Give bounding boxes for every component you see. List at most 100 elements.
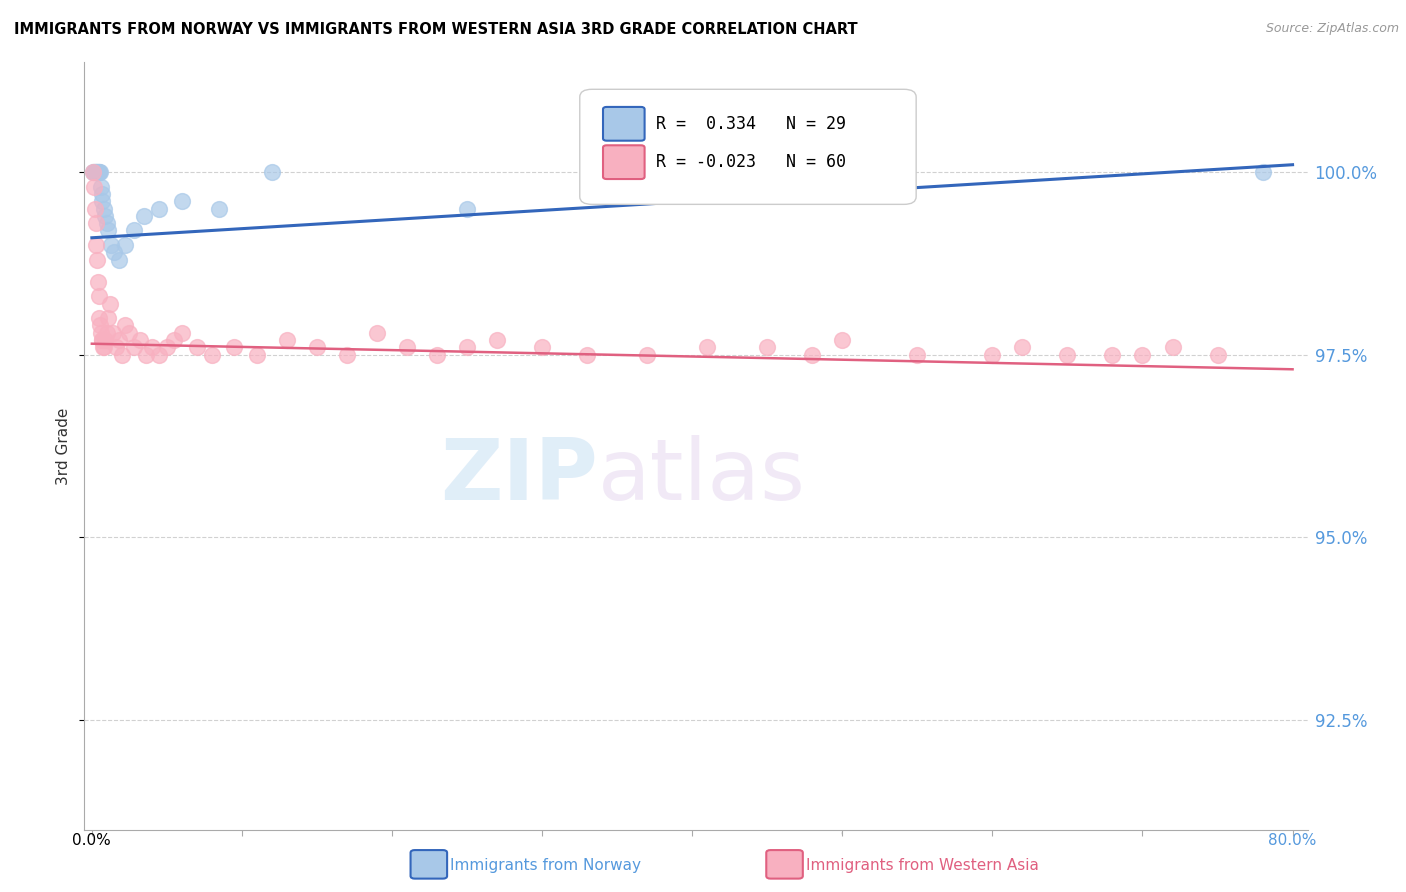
Point: [91, 340, 114, 354]
Point: [981, 348, 1004, 362]
Point: [98, 296, 121, 310]
FancyBboxPatch shape: [579, 89, 917, 204]
Text: IMMIGRANTS FROM NORWAY VS IMMIGRANTS FROM WESTERN ASIA 3RD GRADE CORRELATION CHA: IMMIGRANTS FROM NORWAY VS IMMIGRANTS FRO…: [14, 22, 858, 37]
Point: [366, 326, 388, 340]
Point: [531, 340, 554, 354]
Point: [89, 165, 111, 179]
Point: [170, 326, 193, 340]
Point: [82, 165, 104, 179]
Point: [801, 348, 824, 362]
Point: [486, 333, 509, 347]
Point: [305, 340, 328, 354]
Text: 0.0%: 0.0%: [73, 833, 111, 848]
Point: [87, 165, 110, 179]
Point: [108, 252, 131, 267]
Point: [93, 202, 115, 216]
Point: [94, 333, 117, 347]
Point: [163, 333, 186, 347]
Point: [186, 340, 208, 354]
Point: [86, 252, 108, 267]
Point: [87, 275, 110, 289]
Point: [456, 340, 478, 354]
Point: [103, 245, 125, 260]
FancyBboxPatch shape: [603, 145, 644, 179]
Text: Immigrants from Norway: Immigrants from Norway: [450, 858, 641, 872]
Text: Source: ZipAtlas.com: Source: ZipAtlas.com: [1265, 22, 1399, 36]
Point: [122, 340, 145, 354]
Point: [208, 202, 231, 216]
Point: [94, 209, 117, 223]
Point: [100, 238, 122, 252]
Point: [696, 340, 718, 354]
Point: [84, 216, 107, 230]
Point: [90, 326, 112, 340]
Point: [83, 202, 105, 216]
Point: [134, 209, 156, 223]
Point: [114, 238, 136, 252]
Point: [114, 318, 136, 333]
Point: [156, 340, 179, 354]
Point: [96, 216, 118, 230]
Point: [104, 340, 127, 354]
Point: [1251, 165, 1274, 179]
Point: [224, 340, 246, 354]
Point: [1101, 348, 1123, 362]
Point: [1056, 348, 1078, 362]
Point: [1206, 348, 1229, 362]
Point: [97, 223, 120, 237]
Text: atlas: atlas: [598, 435, 806, 518]
Point: [246, 348, 269, 362]
Point: [141, 340, 163, 354]
Point: [89, 165, 111, 179]
Point: [91, 333, 114, 347]
Point: [84, 165, 107, 179]
Point: [89, 311, 111, 326]
Point: [87, 165, 110, 179]
Y-axis label: 3rd Grade: 3rd Grade: [56, 408, 72, 484]
Text: R =  0.334   N = 29: R = 0.334 N = 29: [655, 115, 845, 133]
Point: [86, 238, 108, 252]
Point: [86, 165, 108, 179]
Text: ZIP: ZIP: [440, 435, 598, 518]
FancyBboxPatch shape: [603, 107, 644, 141]
Point: [93, 340, 115, 354]
Point: [636, 348, 658, 362]
Point: [111, 348, 134, 362]
Point: [118, 326, 141, 340]
Point: [101, 326, 124, 340]
Point: [576, 348, 599, 362]
Point: [97, 311, 120, 326]
Point: [90, 179, 112, 194]
Point: [276, 333, 298, 347]
Point: [83, 179, 105, 194]
Point: [86, 165, 108, 179]
Point: [1011, 340, 1033, 354]
Point: [1161, 340, 1184, 354]
Point: [201, 348, 224, 362]
Point: [905, 348, 928, 362]
Point: [135, 348, 157, 362]
Text: Immigrants from Western Asia: Immigrants from Western Asia: [806, 858, 1039, 872]
Point: [396, 340, 419, 354]
Point: [83, 165, 105, 179]
Point: [260, 165, 283, 179]
Text: R = -0.023   N = 60: R = -0.023 N = 60: [655, 153, 845, 171]
Point: [82, 165, 104, 179]
Point: [336, 348, 359, 362]
Text: 80.0%: 80.0%: [1268, 833, 1317, 848]
Point: [456, 202, 478, 216]
Point: [148, 348, 170, 362]
Point: [87, 289, 110, 303]
Point: [170, 194, 193, 209]
Point: [756, 340, 779, 354]
Point: [90, 333, 112, 347]
Point: [90, 186, 112, 201]
Point: [89, 318, 111, 333]
Point: [96, 326, 118, 340]
Point: [1132, 348, 1154, 362]
Point: [108, 333, 131, 347]
Point: [148, 202, 170, 216]
Point: [426, 348, 449, 362]
Point: [831, 333, 853, 347]
Point: [128, 333, 150, 347]
